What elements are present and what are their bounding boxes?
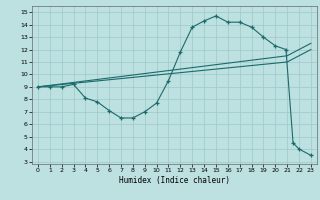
X-axis label: Humidex (Indice chaleur): Humidex (Indice chaleur) (119, 176, 230, 185)
